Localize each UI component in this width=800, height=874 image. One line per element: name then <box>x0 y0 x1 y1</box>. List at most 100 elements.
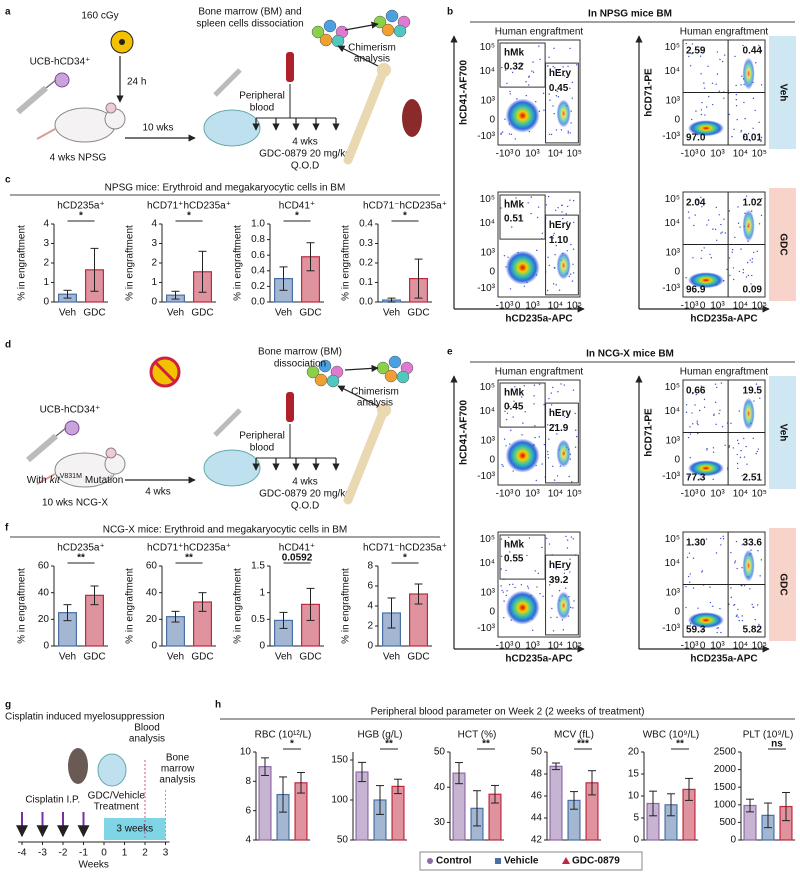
event-dot <box>760 214 763 217</box>
line <box>337 385 379 407</box>
y-tick-label: 1000 <box>714 799 737 810</box>
line <box>55 427 67 437</box>
event-dot <box>701 570 704 572</box>
panel-label: e <box>447 347 453 358</box>
chart-title: hCD41⁺ <box>279 543 315 554</box>
y-tick-label: 20 <box>38 614 50 625</box>
event-dot <box>534 425 536 427</box>
event-dot <box>754 618 757 621</box>
event-dot <box>752 127 754 129</box>
event-dot <box>760 198 763 200</box>
y-tick-label: 10⁵ <box>665 382 680 393</box>
event-dot <box>539 58 541 61</box>
event-dot <box>505 418 508 421</box>
event-dot <box>689 426 691 428</box>
event-dot <box>558 289 561 291</box>
humanized-mouse <box>203 449 261 487</box>
event-dot <box>697 423 699 426</box>
gate-name: hEry <box>549 220 572 231</box>
y-tick-label: 500 <box>719 817 736 828</box>
event-dot <box>745 445 747 448</box>
line <box>45 79 57 89</box>
event-dot <box>751 258 754 260</box>
event-dot <box>737 222 740 224</box>
x-tick-label: Veh <box>275 308 292 319</box>
event-dot <box>562 66 564 68</box>
event-dot <box>552 65 554 68</box>
event-dot <box>574 446 577 448</box>
flow-xlabel: hCD235a-APC <box>505 654 572 665</box>
event-dot <box>502 465 504 467</box>
event-dot <box>532 71 535 73</box>
engraft-time: 4 wks <box>145 487 171 498</box>
bar <box>549 765 563 841</box>
event-dot <box>562 236 565 238</box>
density <box>742 57 755 90</box>
y-tick-label: 10 <box>628 791 640 802</box>
treatment-label: Q.O.D <box>291 161 319 172</box>
event-dot <box>561 211 563 213</box>
group-tab <box>769 36 796 149</box>
analysis-label: analysis <box>354 54 390 65</box>
treatment-label: Q.O.D <box>291 501 319 512</box>
y-tick-label: 10³ <box>666 436 681 447</box>
x-tick-label: 0 <box>700 641 706 652</box>
event-dot <box>756 450 759 453</box>
event-dot <box>741 475 743 477</box>
chart-title: HGB (g/L) <box>357 730 402 741</box>
event-dot <box>706 106 708 108</box>
dissociation-label: dissociation <box>274 359 326 370</box>
event-dot <box>703 477 705 479</box>
event-dot <box>720 223 722 226</box>
quadrant-value: 0.44 <box>743 46 763 57</box>
event-dot <box>687 575 690 578</box>
week-label: -2 <box>59 848 68 859</box>
event-dot <box>749 588 751 590</box>
event-dot <box>734 55 736 58</box>
event-dot <box>573 600 575 602</box>
blood-label: Peripheral <box>239 91 285 102</box>
event-dot <box>565 213 567 215</box>
event-dot <box>572 607 574 609</box>
event-dot <box>553 479 556 481</box>
week-label: 3 <box>163 848 169 859</box>
event-dot <box>550 404 553 406</box>
event-dot <box>563 415 566 418</box>
event-dot <box>552 234 555 236</box>
event-dot <box>555 567 557 570</box>
gene: kit <box>50 475 61 486</box>
chart-title: hCD41⁺ <box>279 201 315 212</box>
event-dot <box>716 627 718 629</box>
treatment-label: 4 wks <box>292 477 318 488</box>
event-dot <box>692 587 695 589</box>
panel-label: h <box>215 700 221 711</box>
y-tick-label: -10³ <box>662 471 680 482</box>
event-dot <box>740 131 742 133</box>
flow-ylabel: hCD71-PE <box>644 68 655 117</box>
event-dot <box>692 257 694 259</box>
event-dot <box>719 58 721 61</box>
y-tick-label: 2 <box>43 258 49 269</box>
event-dot <box>760 559 763 561</box>
event-dot <box>557 96 560 98</box>
x-tick-label: -10³ <box>681 301 699 312</box>
event-dot <box>534 436 536 439</box>
event-dot <box>743 290 745 292</box>
event-dot <box>758 623 760 626</box>
event-dot <box>721 426 724 428</box>
y-tick-label: 20 <box>628 747 640 758</box>
week-label: -1 <box>79 848 88 859</box>
event-dot <box>508 133 511 135</box>
bone-end <box>377 63 391 77</box>
event-dot <box>685 277 687 279</box>
event-dot <box>549 236 551 239</box>
event-dot <box>509 90 511 93</box>
event-dot <box>555 244 558 247</box>
legend-label: Vehicle <box>504 856 539 867</box>
event-dot <box>685 42 688 45</box>
event-dot <box>515 406 517 408</box>
y-tick-label: 10⁵ <box>665 534 680 545</box>
event-dot <box>552 105 554 107</box>
flow-xlabel: hCD235a-APC <box>690 314 757 325</box>
event-dot <box>709 586 711 588</box>
